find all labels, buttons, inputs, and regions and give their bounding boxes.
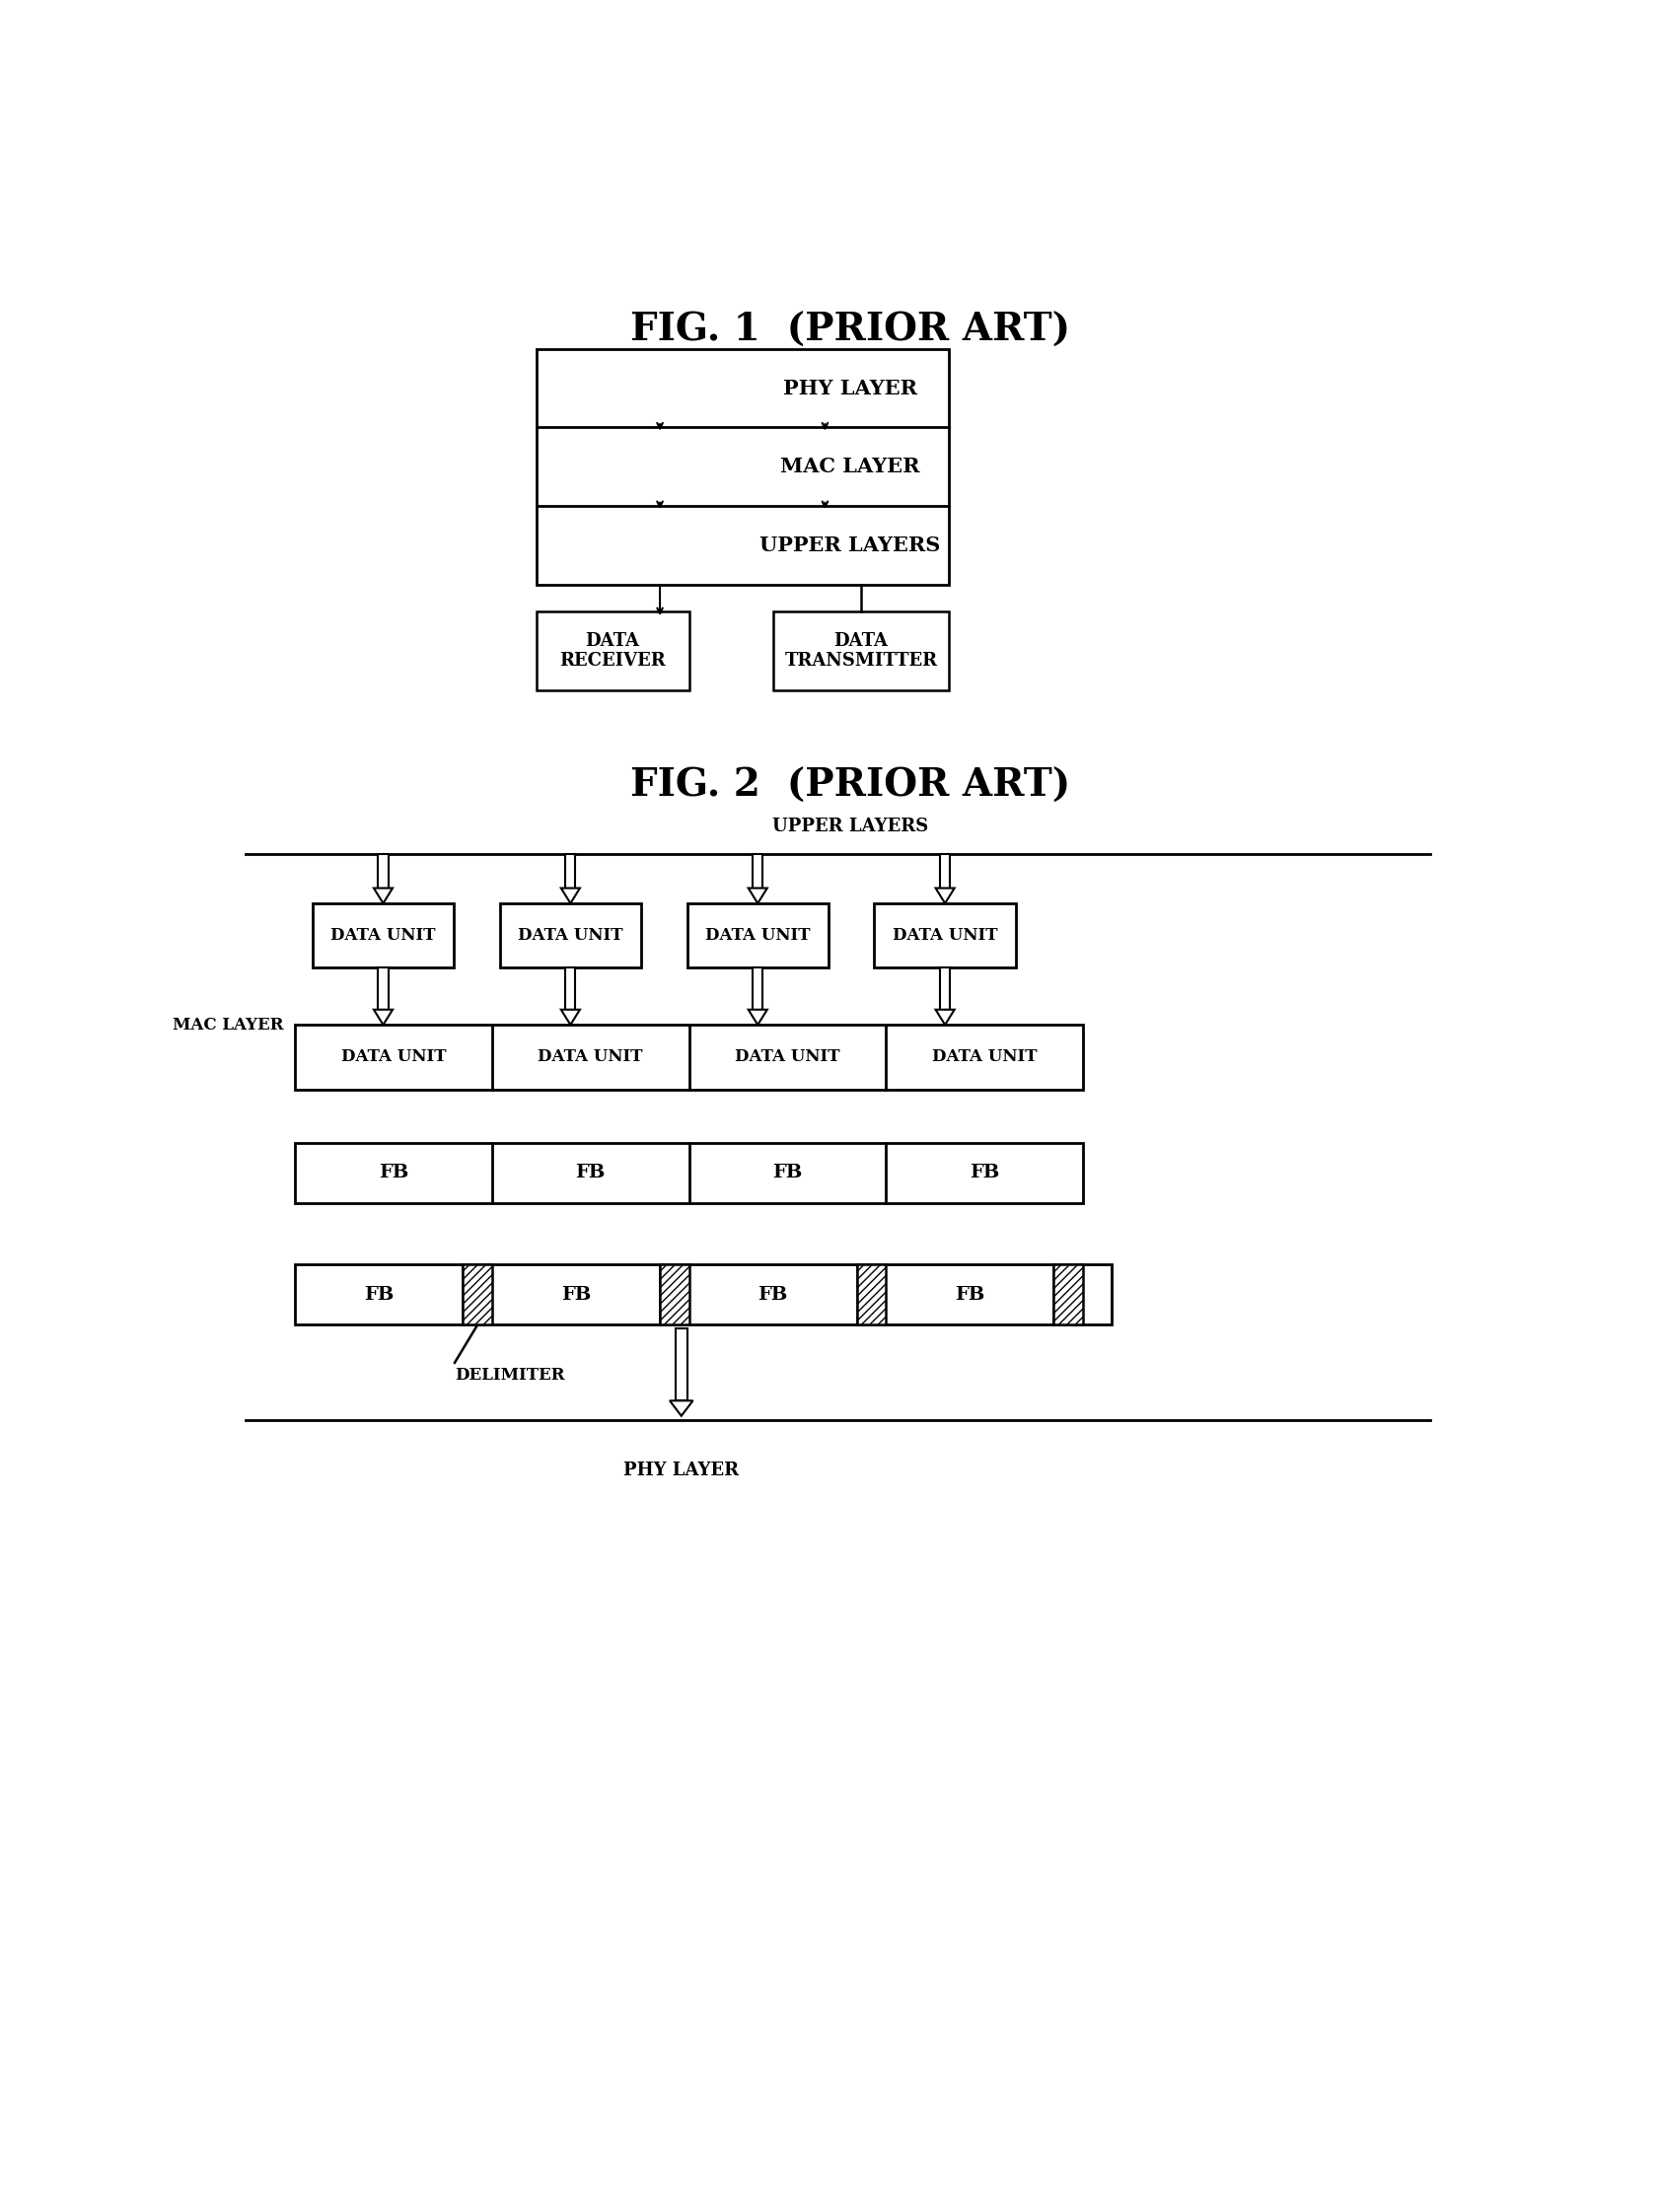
Bar [499,902,640,969]
Bar [295,1144,1083,1203]
Text: PHY LAYER: PHY LAYER [624,1462,738,1480]
Bar [753,969,763,1009]
Bar [295,1024,1083,1088]
Polygon shape [936,1009,954,1024]
Polygon shape [561,887,581,902]
Text: MAC LAYER: MAC LAYER [173,1018,284,1033]
Bar [773,611,949,690]
Bar [941,854,951,887]
Bar [941,969,951,1009]
Bar [566,854,576,887]
Text: FIG. 1  (PRIOR ART): FIG. 1 (PRIOR ART) [630,312,1070,349]
Polygon shape [670,1400,693,1416]
Bar [675,1329,687,1400]
Polygon shape [936,887,954,902]
Bar [874,902,1015,969]
Text: DATA UNIT: DATA UNIT [518,927,624,945]
Bar [378,969,388,1009]
Bar [566,969,576,1009]
Bar [295,1263,1112,1325]
Text: PHY LAYER: PHY LAYER [783,378,917,398]
Bar [312,902,455,969]
Bar [1053,1263,1083,1325]
Polygon shape [373,1009,393,1024]
Text: DATA UNIT: DATA UNIT [342,1048,446,1066]
Bar [536,349,949,584]
Text: DELIMITER: DELIMITER [455,1367,564,1382]
Text: UPPER LAYERS: UPPER LAYERS [760,535,941,555]
Text: FB: FB [773,1164,803,1181]
Text: DATA UNIT: DATA UNIT [893,927,997,945]
Text: FB: FB [576,1164,606,1181]
Polygon shape [748,1009,766,1024]
Text: DATA UNIT: DATA UNIT [932,1048,1037,1066]
Polygon shape [748,887,766,902]
Bar [753,854,763,887]
Text: DATA UNIT: DATA UNIT [538,1048,644,1066]
Bar [378,854,388,887]
Bar [856,1263,886,1325]
Bar [660,1263,688,1325]
Text: FB: FB [969,1164,999,1181]
Bar [536,611,688,690]
Bar [687,902,828,969]
Text: MAC LAYER: MAC LAYER [780,458,921,476]
Text: FB: FB [954,1285,985,1303]
Polygon shape [373,887,393,902]
Text: FB: FB [365,1285,395,1303]
Text: FB: FB [378,1164,408,1181]
Text: DATA
TRANSMITTER: DATA TRANSMITTER [785,633,937,670]
Text: DATA
RECEIVER: DATA RECEIVER [559,633,665,670]
Text: DATA UNIT: DATA UNIT [735,1048,839,1066]
Text: DATA UNIT: DATA UNIT [330,927,436,945]
Bar [463,1263,493,1325]
Text: FIG. 2  (PRIOR ART): FIG. 2 (PRIOR ART) [630,768,1070,805]
Polygon shape [561,1009,581,1024]
Text: DATA UNIT: DATA UNIT [705,927,810,945]
Text: FB: FB [758,1285,788,1303]
Text: UPPER LAYERS: UPPER LAYERS [771,816,929,834]
Text: FB: FB [561,1285,591,1303]
